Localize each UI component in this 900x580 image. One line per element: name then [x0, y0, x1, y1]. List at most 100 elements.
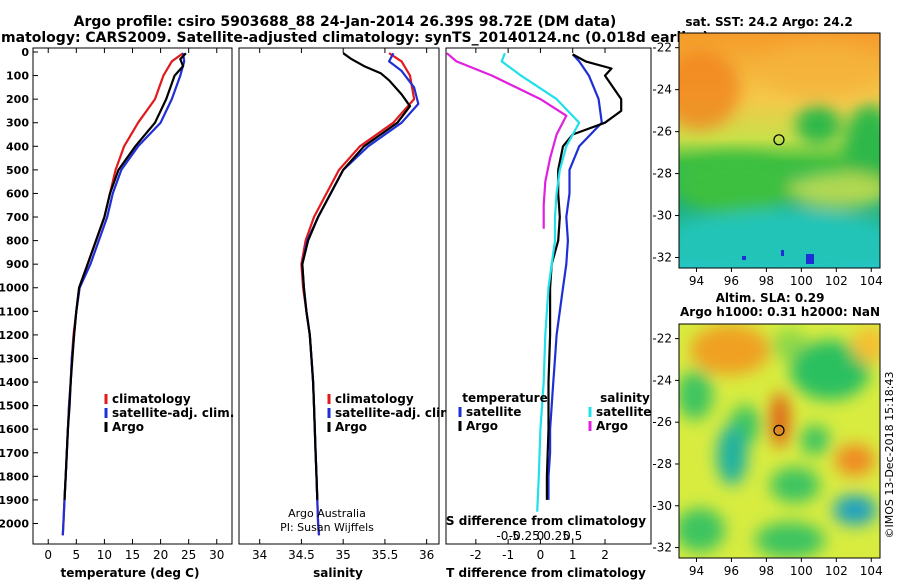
x-tick-label: 10 — [97, 548, 112, 562]
sst-map-argo-marker — [773, 134, 785, 146]
depth-tick-label: 1200 — [0, 329, 29, 342]
legend-label: satellite-adj. clim. — [112, 406, 234, 420]
sst-map-blue-pixel — [781, 250, 784, 256]
depth-tick-label: 1400 — [0, 376, 29, 389]
difference-legend: temperature salinitysatelliteArgosatellit… — [458, 391, 651, 433]
sla-map-frame — [678, 323, 881, 559]
map-x-tick-label: 102 — [825, 274, 848, 288]
salinity-x-label: salinity — [313, 566, 363, 580]
legend-label: climatology — [112, 392, 191, 406]
x-tick-label: 25 — [181, 548, 196, 562]
depth-tick-label: 1700 — [0, 447, 29, 460]
salinity-plot-frame — [238, 47, 440, 545]
temperature-plot-frame — [32, 47, 233, 545]
map-y-tick-label: -22 — [652, 41, 672, 55]
depth-tick-label: 0 — [21, 46, 29, 59]
map-x-tick-label: 98 — [759, 564, 774, 578]
t-difference-label: T difference from climatology — [446, 566, 646, 580]
map-y-tick-label: -30 — [652, 499, 672, 513]
legend-label: satellite-adj. clim. — [335, 406, 457, 420]
depth-tick-label: 1800 — [0, 470, 29, 483]
x-tick-label: 35.5 — [372, 548, 399, 562]
map-y-tick-label: -26 — [652, 125, 672, 139]
legend-label: climatology — [335, 392, 414, 406]
map-y-tick-label: -32 — [652, 251, 672, 265]
s-tick-label: -0.25 — [509, 529, 540, 543]
depth-tick-label: 2000 — [0, 517, 29, 530]
x-tick-label: 34 — [252, 548, 267, 562]
pi-credit: PI: Susan Wijffels — [280, 521, 374, 534]
map-x-tick-label: 104 — [860, 274, 883, 288]
x-tick-label: 15 — [125, 548, 140, 562]
legend-label: Argo — [112, 420, 144, 434]
depth-tick-label: 500 — [6, 164, 29, 177]
x-tick-label: 1 — [569, 548, 577, 562]
depth-tick-label: 700 — [6, 211, 29, 224]
x-tick-label: 34.5 — [288, 548, 315, 562]
temperature-panel: 0 5 10 15 20 25 30 0 100 200 300 400 500 600 700 800 90… — [0, 46, 451, 580]
map-y-tick-label: -22 — [652, 332, 672, 346]
depth-tick-label: 200 — [6, 93, 29, 106]
legend-title-temperature: temperature — [462, 391, 547, 405]
map-y-tick-label: -28 — [652, 167, 672, 181]
sst-map-blue-pixel — [742, 256, 746, 260]
depth-tick-label: 800 — [6, 235, 29, 248]
x-tick-label: 20 — [153, 548, 168, 562]
map-x-tick-label: 100 — [790, 564, 813, 578]
depth-tick-label: 1600 — [0, 423, 29, 436]
map-y-tick-label: -24 — [652, 83, 672, 97]
depth-tick-label: 400 — [6, 140, 29, 153]
x-tick-label: 0 — [44, 548, 52, 562]
sla-map-title-line1: Altim. SLA: 0.29 — [716, 291, 825, 305]
depth-tick-label: 1300 — [0, 352, 29, 365]
s-tick-label: -0.5 — [496, 529, 519, 543]
sla-map: Altim. SLA: 0.29 Argo h1000: 0.31 h2000:… — [652, 291, 882, 578]
sst-field — [679, 33, 880, 268]
map-y-tick-label: -26 — [652, 415, 672, 429]
legend-label: satellite — [596, 405, 651, 419]
sst-map-frame — [678, 32, 881, 269]
depth-tick-label: 900 — [6, 258, 29, 271]
sst-map: sat. SST: 24.2 Argo: 24.2 94 96 98 100 102 10… — [652, 15, 883, 288]
x-tick-label: 30 — [209, 548, 224, 562]
imos-credit: ©IMOS 13-Dec-2018 15:18:43 — [883, 372, 896, 539]
map-x-tick-label: 96 — [724, 274, 739, 288]
salinity-panel: 34 34.5 35 35.5 36 salinity climatologysatel… — [238, 47, 457, 580]
map-x-tick-label: 96 — [724, 564, 739, 578]
depth-tick-label: 300 — [6, 117, 29, 130]
map-x-tick-label: 98 — [759, 274, 774, 288]
depth-tick-label: 1900 — [0, 494, 29, 507]
map-x-tick-label: 94 — [689, 274, 704, 288]
depth-tick-label: 600 — [6, 187, 29, 200]
x-tick-label: 5 — [73, 548, 81, 562]
map-y-tick-label: -24 — [652, 373, 672, 387]
sst-map-blue-pixel — [806, 254, 814, 264]
series-line-s-satellite — [500, 52, 581, 512]
figure-title-line2: Climatology: CARS2009. Satellite-adjuste… — [0, 30, 709, 46]
s-difference-label: S difference from climatology — [446, 514, 646, 528]
map-y-tick-label: -32 — [652, 541, 672, 555]
sla-map-title-line2: Argo h1000: 0.31 h2000: NaN — [680, 305, 880, 319]
s-tick-label: 0.25 — [543, 529, 570, 543]
series-line-t-satellite — [547, 53, 603, 500]
series-line-s-argo — [446, 52, 568, 229]
series-line-argo — [301, 52, 412, 500]
depth-tick-label: 1100 — [0, 305, 29, 318]
depth-tick-label: 1500 — [0, 400, 29, 413]
x-tick-label: 0 — [537, 548, 545, 562]
legend-label: Argo — [466, 419, 498, 433]
s-tick-label: 0 — [537, 529, 545, 543]
map-y-tick-label: -30 — [652, 209, 672, 223]
x-tick-label: -2 — [470, 548, 482, 562]
x-tick-label: 2 — [601, 548, 609, 562]
x-tick-label: 36 — [419, 548, 434, 562]
sla-field — [679, 324, 880, 558]
map-x-tick-label: 102 — [825, 564, 848, 578]
sla-map-argo-marker — [773, 424, 785, 436]
map-y-tick-label: -28 — [652, 457, 672, 471]
depth-tick-label: 100 — [6, 70, 29, 83]
